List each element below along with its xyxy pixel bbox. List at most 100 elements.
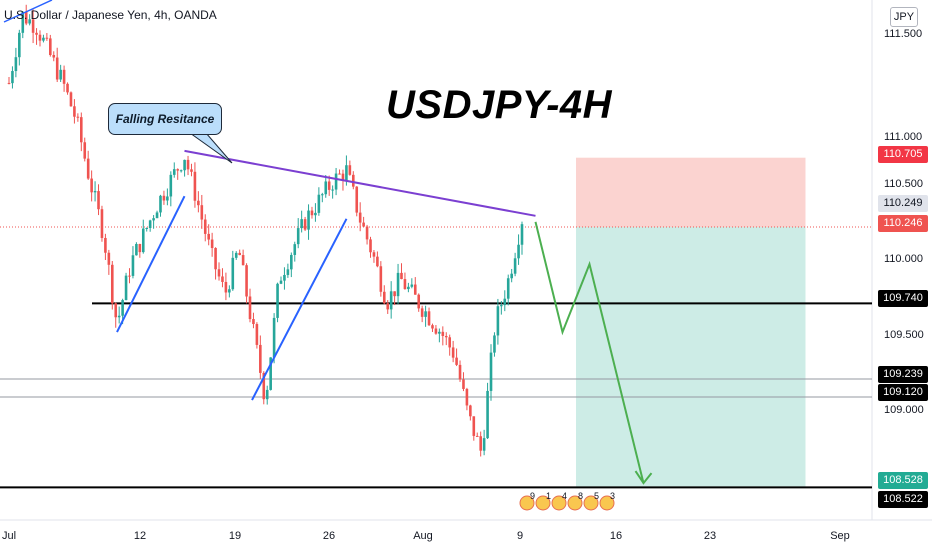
candle-body	[128, 275, 131, 277]
x-tick-label: Jul	[1, 530, 17, 542]
candle-body	[14, 57, 18, 72]
candle-body	[444, 335, 448, 338]
candle-body	[420, 308, 424, 317]
candle-body	[462, 379, 465, 389]
y-tick-label: 111.000	[884, 131, 923, 143]
candle-body	[382, 291, 386, 304]
candle-body	[131, 255, 135, 276]
y-tick-label: 111.500	[884, 28, 923, 40]
candle-body	[59, 69, 62, 80]
current-price-label: 110.249	[878, 195, 928, 212]
candle-body	[413, 284, 417, 295]
economic-event-icon	[567, 495, 583, 511]
candle-body	[38, 34, 42, 41]
take-profit-zone	[576, 227, 806, 487]
candle-body	[372, 252, 376, 257]
stop-loss-price-label: 110.705	[878, 146, 928, 163]
candle-body	[141, 228, 145, 253]
projection-arrowhead	[634, 470, 653, 485]
candle-body	[159, 195, 162, 213]
economic-event-count: 8	[578, 491, 583, 501]
candle-body	[155, 212, 159, 219]
candle-body	[45, 37, 49, 39]
candle-body	[355, 186, 359, 213]
candle-body	[465, 388, 469, 406]
candle-body	[290, 254, 293, 270]
candle-body	[345, 165, 348, 181]
candle-body	[73, 106, 76, 117]
candle-body	[186, 159, 190, 170]
y-tick-label: 109.000	[884, 404, 924, 416]
candle-body	[90, 178, 93, 193]
candle-body	[83, 142, 87, 159]
level-price-label: 109.239	[878, 366, 928, 383]
candle-body	[107, 252, 111, 265]
candle-body	[214, 248, 217, 270]
x-tick-label: 9	[516, 530, 524, 542]
candle-body	[283, 274, 286, 281]
y-tick-label: 109.500	[884, 329, 924, 341]
candle-body	[293, 244, 297, 255]
candle-body	[434, 328, 438, 334]
candle-body	[138, 243, 142, 253]
candle-body	[93, 191, 97, 193]
candle-body	[224, 281, 228, 293]
candle-body	[393, 291, 396, 297]
candle-body	[276, 283, 279, 318]
candle-body	[76, 116, 80, 118]
candle-body	[179, 170, 183, 172]
candle-body	[203, 219, 207, 234]
rising-trendline	[251, 218, 348, 401]
candle-body	[341, 173, 345, 181]
candle-body	[407, 286, 410, 290]
x-tick-label: 23	[703, 530, 717, 542]
support-price-label: 108.522	[878, 491, 928, 508]
candle-body	[252, 319, 255, 325]
candle-body	[28, 19, 31, 24]
candle-body	[351, 174, 355, 187]
entry-price-label: 110.246	[878, 215, 928, 232]
candle-body	[162, 195, 166, 201]
x-tick-label: Sep	[830, 530, 850, 542]
candle-body	[234, 252, 238, 258]
candle-body	[472, 416, 476, 436]
candle-body	[52, 54, 56, 58]
candle-body	[169, 174, 173, 197]
candle-body	[255, 324, 259, 345]
economic-event-count: 5	[594, 491, 599, 501]
candle-body	[358, 212, 362, 223]
candle-body	[11, 71, 14, 84]
candle-body	[400, 272, 403, 280]
candle-body	[365, 226, 369, 240]
candle-body	[427, 311, 431, 326]
candle-body	[231, 257, 235, 290]
support-price-label: 109.740	[878, 290, 928, 307]
candle-body	[121, 300, 124, 316]
candle-body	[197, 200, 200, 206]
candle-body	[296, 228, 300, 245]
economic-event-count: 3	[610, 491, 615, 501]
candle-body	[262, 372, 266, 400]
candle-body	[18, 32, 21, 58]
candle-body	[338, 173, 341, 175]
currency-label[interactable]: JPY	[890, 7, 918, 27]
candle-body	[248, 296, 252, 320]
candle-body	[135, 243, 138, 256]
economic-event-icon	[599, 495, 615, 511]
economic-event-icon	[535, 495, 551, 511]
candle-body	[503, 298, 507, 306]
falling-resistance-line	[184, 149, 536, 217]
rising-trendline	[116, 195, 186, 333]
candle-body	[424, 311, 427, 317]
x-tick-label: 26	[322, 530, 336, 542]
candle-body	[269, 357, 272, 390]
candle-body	[97, 191, 100, 210]
candle-body	[145, 227, 149, 229]
candle-body	[172, 169, 176, 175]
candle-body	[42, 37, 45, 41]
candle-body	[303, 219, 307, 230]
candle-body	[324, 181, 328, 195]
candle-body	[475, 435, 479, 437]
candle-body	[49, 38, 52, 55]
